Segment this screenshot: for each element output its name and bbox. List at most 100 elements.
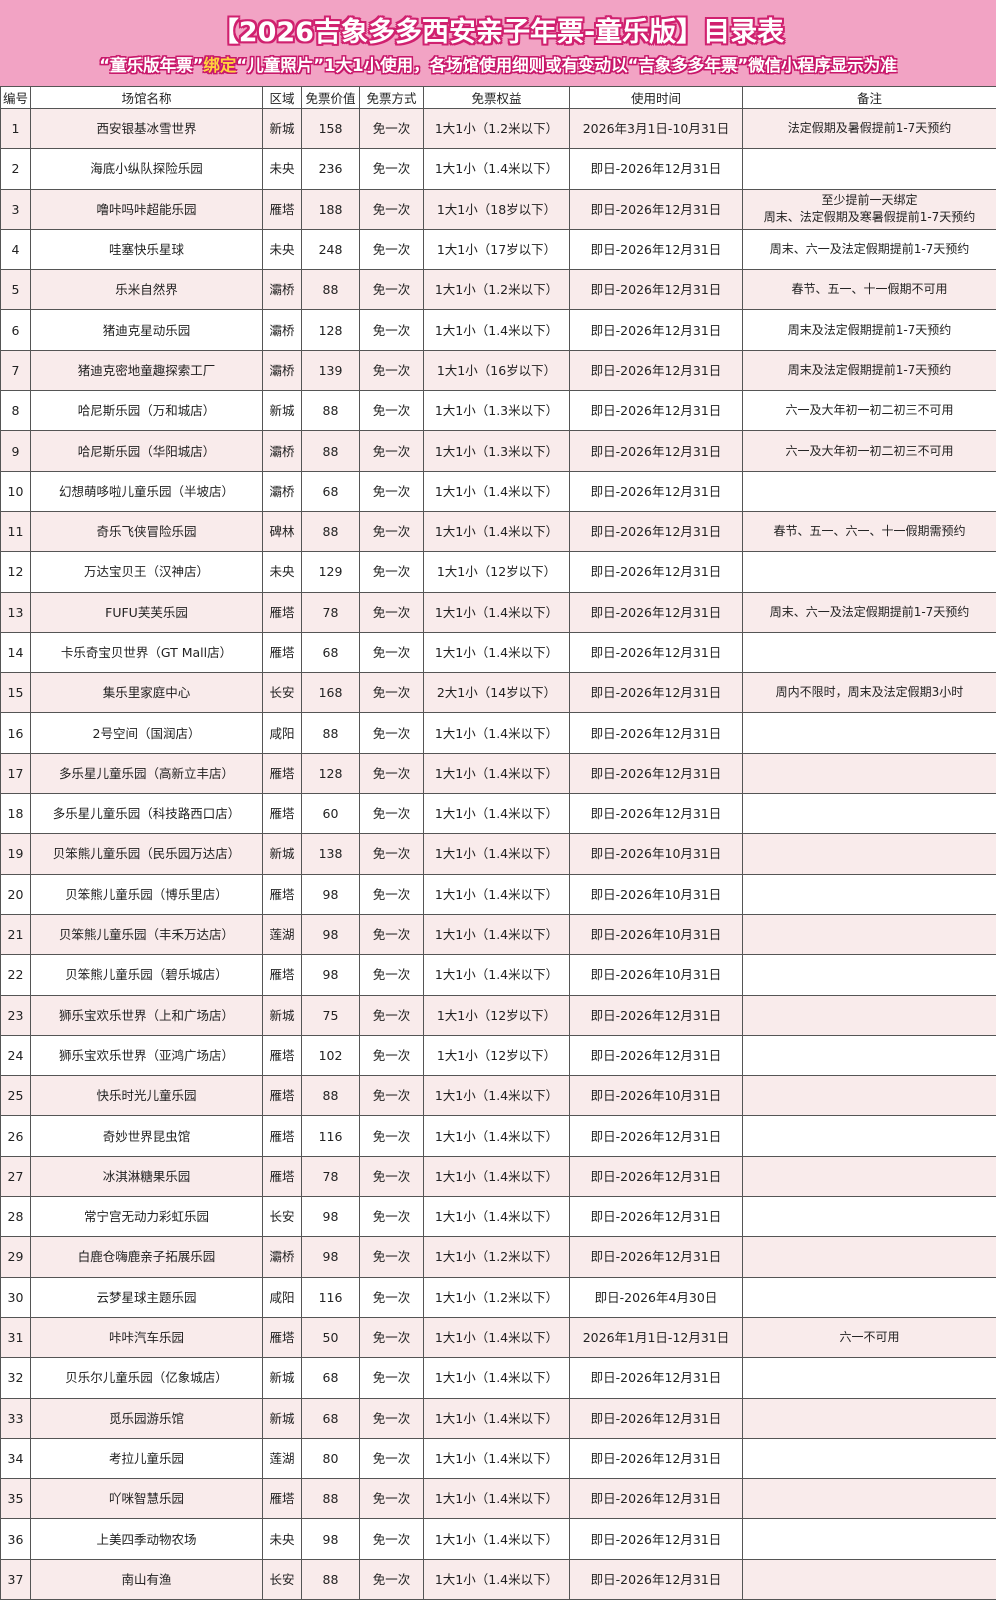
col-benefit-cell: 1大1小（1.2米以下） — [423, 1276, 570, 1318]
table-row: 21 贝笨熊儿童乐园（丰禾万达店） 莲湖 98 免一次 1大1小（1.4米以下） 即日-20… — [0, 913, 996, 956]
table-row: 8 哈尼斯乐园（万和城店） 新城 88 免一次 1大1小（1.3米以下） 即日-2026年1… — [0, 390, 996, 432]
col-venue-name-cell: 上美四季动物农场 — [30, 1518, 263, 1560]
col-ticket-method-cell: 免一次 — [359, 672, 424, 714]
col-district-cell: 灞桥 — [262, 309, 302, 351]
col-ticket-value-cell: 88 — [301, 1075, 360, 1117]
col-number-cell: 24 — [0, 1034, 31, 1077]
col-district-cell: 未央 — [262, 148, 302, 190]
col-ticket-value-cell: 116 — [301, 1276, 360, 1318]
col-ticket-value-cell: 78 — [301, 591, 360, 633]
col-benefit-cell: 2大1小（14岁以下） — [423, 672, 570, 714]
col-number-cell: 23 — [0, 994, 31, 1036]
col-benefit-cell: 1大1小（1.4米以下） — [423, 1316, 570, 1359]
table-row: 26 奇妙世界昆虫馆 雁塔 116 免一次 1大1小（1.4米以下） 即日-2026年12月… — [0, 1115, 996, 1157]
col-valid-period-cell: 即日-2026年12月31日 — [569, 1236, 743, 1278]
col-benefit-cell: 1大1小（1.4米以下） — [423, 954, 570, 996]
col-district-cell: 新城 — [262, 994, 302, 1036]
col-ticket-method-cell: 免一次 — [359, 1558, 424, 1600]
col-ticket-method-cell: 免一次 — [359, 430, 424, 472]
col-remarks-cell — [742, 1558, 996, 1600]
col-valid-period-cell: 即日-2026年12月31日 — [569, 1478, 743, 1520]
col-ticket-value-cell: 128 — [301, 752, 360, 795]
col-number-cell: 11 — [0, 510, 31, 553]
col-number-cell: 33 — [0, 1397, 31, 1439]
table-row: 29 白鹿仓嗨鹿亲子拓展乐园 灞桥 98 免一次 1大1小（1.2米以下） 即日-2026年… — [0, 1236, 996, 1278]
col-remarks-cell — [742, 1034, 996, 1077]
col-number-cell: 5 — [0, 269, 31, 311]
col-valid-period-cell: 即日-2026年12月31日 — [569, 672, 743, 714]
table-row: 36 上美四季动物农场 未央 98 免一次 1大1小（1.4米以下） 即日-2026年12月… — [0, 1518, 996, 1560]
col-remarks-cell — [742, 1075, 996, 1117]
col-ticket-method-cell: 免一次 — [359, 1518, 424, 1560]
col-ticket-value-cell: 80 — [301, 1437, 360, 1480]
col-benefit-cell: 1大1小（1.4米以下） — [423, 1075, 570, 1117]
col-ticket-method-cell: 免一次 — [359, 954, 424, 996]
col-benefit-cell: 1大1小（18岁以下） — [423, 188, 570, 230]
col-ticket-method-cell: 免一次 — [359, 1155, 424, 1198]
col-ticket-value-cell: 68 — [301, 1397, 360, 1439]
col-number-cell: 29 — [0, 1236, 31, 1278]
venue-table: 编号 场馆名称 区域 免票价值 免票方式 免票权益 使用时间 备注 1 西安银基冰雪世界 新城 15… — [0, 86, 996, 1600]
col-valid-period-cell: 即日-2026年12月31日 — [569, 1518, 743, 1560]
col-benefit-cell: 1大1小（1.2米以下） — [423, 1236, 570, 1278]
col-ticket-value-cell: 138 — [301, 833, 360, 875]
col-valid-period-cell: 即日-2026年12月31日 — [569, 1196, 743, 1238]
col-ticket-value-cell: 98 — [301, 1196, 360, 1238]
col-number-cell: 16 — [0, 712, 31, 754]
col-number-cell: 31 — [0, 1316, 31, 1359]
col-number-cell: 35 — [0, 1478, 31, 1520]
col-ticket-value-cell: 102 — [301, 1034, 360, 1077]
col-valid-period-cell: 即日-2026年12月31日 — [569, 470, 743, 512]
col-remarks-cell: 法定假期及暑假提前1-7天预约 — [742, 107, 996, 150]
col-venue-name-cell: 吖咪智慧乐园 — [30, 1478, 263, 1520]
col-ticket-method-cell: 免一次 — [359, 551, 424, 593]
col-valid-period-cell: 即日-2026年12月31日 — [569, 188, 743, 230]
col-venue-name-cell: 贝笨熊儿童乐园（民乐园万达店） — [30, 833, 263, 875]
col-valid-period-cell: 即日-2026年12月31日 — [569, 390, 743, 432]
col-benefit-cell: 1大1小（1.2米以下） — [423, 107, 570, 150]
col-district-cell: 雁塔 — [262, 873, 302, 915]
col-venue-name-cell: 狮乐宝欢乐世界（亚鸿广场店） — [30, 1034, 263, 1077]
col-venue-name-cell: 噜咔吗咔超能乐园 — [30, 188, 263, 230]
col-venue-name-cell: 贝乐尔儿童乐园（亿象城店） — [30, 1357, 263, 1399]
table-row: 11 奇乐飞侠冒险乐园 碑林 88 免一次 1大1小（1.4米以下） 即日-2026年12月… — [0, 510, 996, 553]
col-venue-name-cell: 快乐时光儿童乐园 — [30, 1075, 263, 1117]
col-ticket-method-cell: 免一次 — [359, 913, 424, 956]
table-row: 5 乐米自然界 灞桥 88 免一次 1大1小（1.2米以下） 即日-2026年12月31日春… — [0, 269, 996, 311]
col-venue-name-cell: 2号空间（国润店） — [30, 712, 263, 754]
col-ticket-value-cell: 75 — [301, 994, 360, 1036]
col-remarks-cell — [742, 1115, 996, 1157]
col-benefit-cell: 1大1小（1.4米以下） — [423, 873, 570, 915]
subtitle-part: 1大1小使用，各场馆使用细则或有变动以“吉象多多年票”微信小程序显示为准 — [324, 56, 897, 75]
col-number-cell: 20 — [0, 873, 31, 915]
col-ticket-value-cell: 60 — [301, 793, 360, 835]
col-venue-name-cell: 冰淇淋糖果乐园 — [30, 1155, 263, 1198]
col-remarks-cell — [742, 1155, 996, 1198]
col-district-cell: 莲湖 — [262, 1437, 302, 1480]
table-row: 23 狮乐宝欢乐世界（上和广场店） 新城 75 免一次 1大1小（12岁以下） 即日-202… — [0, 994, 996, 1036]
col-ticket-method-cell: 免一次 — [359, 1115, 424, 1157]
col-venue-name-cell: 常宁宫无动力彩虹乐园 — [30, 1196, 263, 1238]
table-row: 31 咔咔汽车乐园 雁塔 50 免一次 1大1小（1.4米以下） 2026年1月1日-12月… — [0, 1316, 996, 1359]
col-valid-period-cell: 即日-2026年10月31日 — [569, 1075, 743, 1117]
table-row: 20 贝笨熊儿童乐园（博乐里店） 雁塔 98 免一次 1大1小（1.4米以下） 即日-202… — [0, 873, 996, 915]
col-ticket-value-cell: 88 — [301, 1558, 360, 1600]
col-venue-name-cell: 贝笨熊儿童乐园（博乐里店） — [30, 873, 263, 915]
col-ticket-value-cell: 88 — [301, 390, 360, 432]
col-district-cell: 咸阳 — [262, 712, 302, 754]
col-valid-period-cell: 即日-2026年12月31日 — [569, 1437, 743, 1480]
col-remarks-cell — [742, 1236, 996, 1278]
col-benefit-cell: 1大1小（12岁以下） — [423, 551, 570, 593]
col-valid-period-cell: 即日-2026年12月31日 — [569, 309, 743, 351]
col-district-cell: 雁塔 — [262, 793, 302, 835]
col-venue-name-cell: 哈尼斯乐园（华阳城店） — [30, 430, 263, 472]
col-venue-name-cell: 猪迪克星动乐园 — [30, 309, 263, 351]
col-district-cell: 咸阳 — [262, 1276, 302, 1318]
col-valid-period-cell: 即日-2026年10月31日 — [569, 954, 743, 996]
table-row: 14 卡乐奇宝贝世界（GT Mall店） 雁塔 68 免一次 1大1小（1.4米以下） 即日… — [0, 631, 996, 674]
col-ticket-value-cell: 98 — [301, 954, 360, 996]
col-remarks-cell: 春节、五一、六一、十一假期需预约 — [742, 510, 996, 553]
page-subtitle: “童乐版年票”绑定“儿童照片”1大1小使用，各场馆使用细则或有变动以“吉象多多年… — [0, 52, 996, 76]
col-ticket-method-cell: 免一次 — [359, 873, 424, 915]
col-district-cell: 莲湖 — [262, 913, 302, 956]
